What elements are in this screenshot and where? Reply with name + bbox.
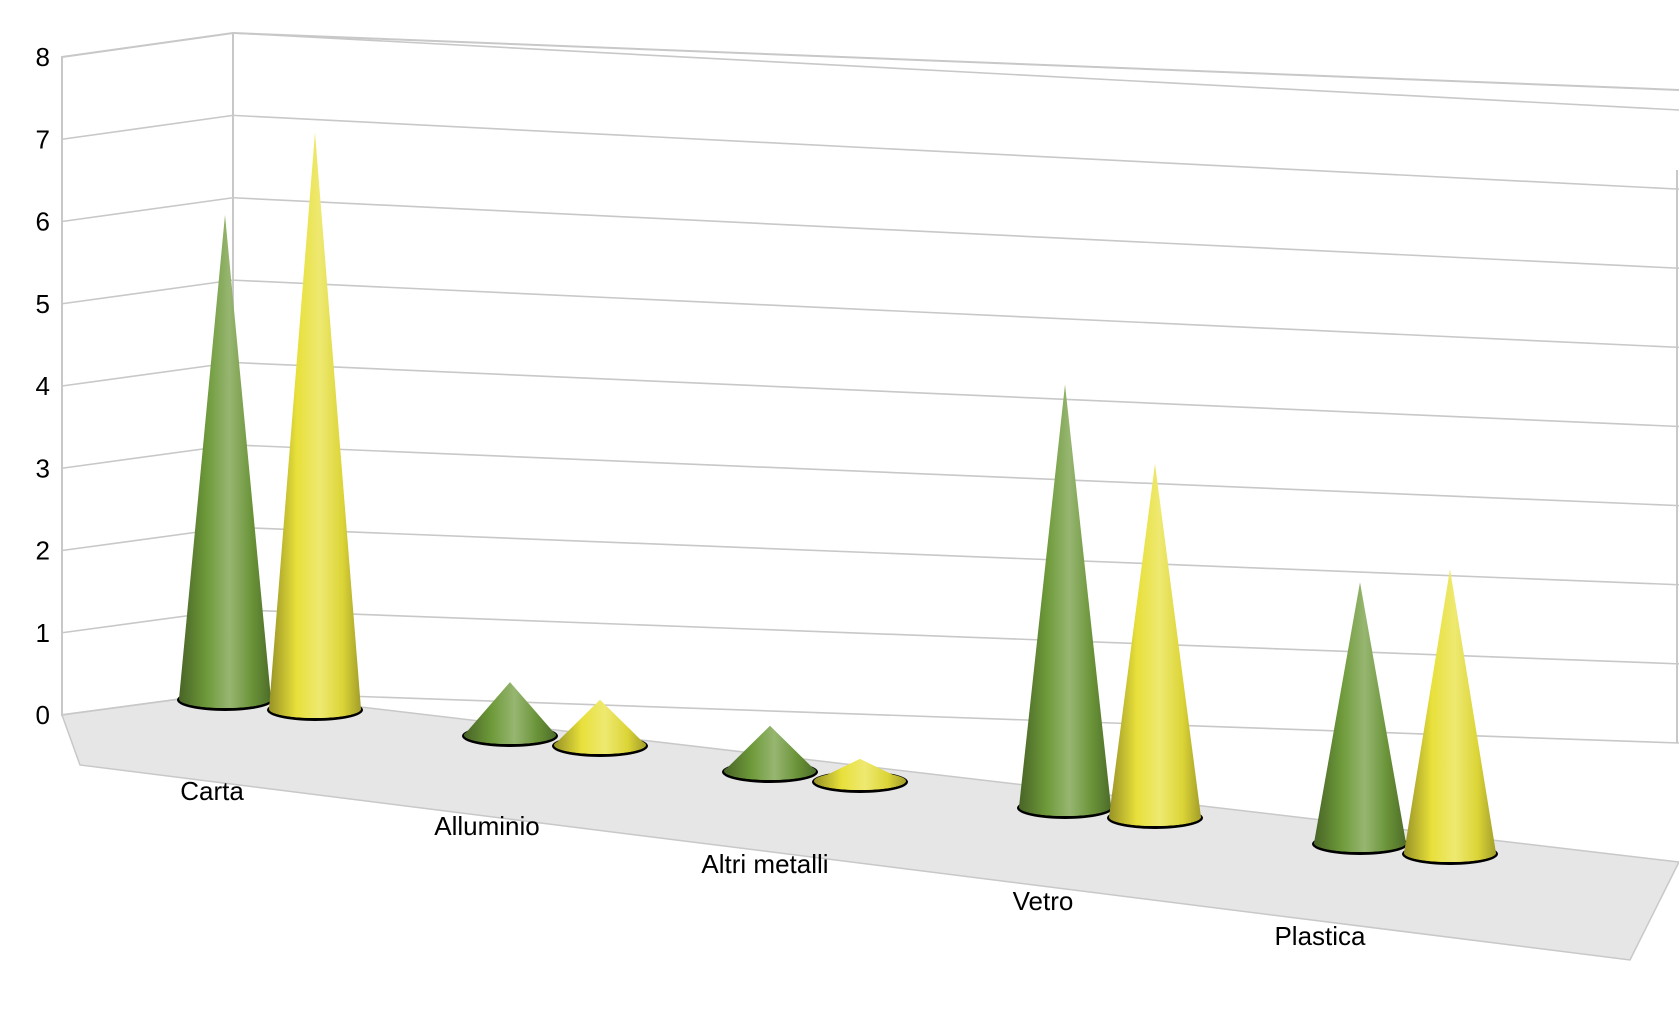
y-tick-label: 6 (36, 207, 50, 237)
cone-vetro-s1 (1017, 384, 1113, 819)
cone-carta-s2 (267, 132, 363, 721)
category-label: Vetro (1013, 886, 1074, 916)
gridline (232, 444, 1679, 507)
gridline-side (61, 279, 234, 305)
cone-body (1314, 582, 1406, 852)
cone-body (1019, 384, 1111, 816)
category-label: Alluminio (434, 811, 540, 841)
category-label: Carta (180, 776, 244, 806)
y-tick-label: 4 (36, 371, 50, 401)
gridline-side (61, 361, 234, 387)
gridline (232, 526, 1679, 586)
y-tick-label: 0 (36, 700, 50, 730)
cone-body (724, 725, 816, 780)
cone-body (554, 699, 646, 754)
cone-plastica-s1 (1312, 582, 1408, 855)
gridline (232, 114, 1679, 190)
cone-altri-metalli-s2 (812, 758, 908, 793)
cone-altri-metalli-s1 (722, 725, 818, 783)
y-axis-tick-labels: 0 1 2 3 4 5 6 7 8 (36, 42, 50, 730)
cone-body (464, 682, 556, 744)
cone-vetro-s2 (1107, 463, 1203, 829)
cone-body (269, 132, 361, 718)
category-labels: Carta Alluminio Altri metalli Vetro Plastica (180, 776, 1366, 951)
cone-plastica-s2 (1402, 569, 1498, 865)
y-tick-label: 3 (36, 453, 50, 483)
y-tick-label: 8 (36, 42, 50, 72)
back-wall-top-edge (232, 32, 1679, 91)
cone-alluminio-s1 (462, 682, 558, 747)
gridline (232, 279, 1679, 349)
gridline-side (61, 196, 234, 223)
cone-body (1109, 463, 1201, 826)
gridline (232, 196, 1679, 270)
gridline (232, 361, 1679, 428)
gridline-side (61, 32, 234, 58)
cone-body (814, 758, 906, 790)
data-cones (177, 132, 1498, 865)
y-tick-label: 1 (36, 618, 50, 648)
y-tick-label: 2 (36, 536, 50, 566)
y-tick-label: 5 (36, 289, 50, 319)
cone-carta-s1 (177, 214, 273, 711)
gridline-side (61, 114, 234, 141)
gridline (232, 32, 1679, 111)
category-label: Plastica (1274, 921, 1366, 951)
cone-body (1404, 569, 1496, 862)
category-label: Altri metalli (701, 849, 828, 879)
y-tick-label: 7 (36, 124, 50, 154)
cone-alluminio-s2 (552, 699, 648, 757)
cone-body (179, 214, 271, 708)
